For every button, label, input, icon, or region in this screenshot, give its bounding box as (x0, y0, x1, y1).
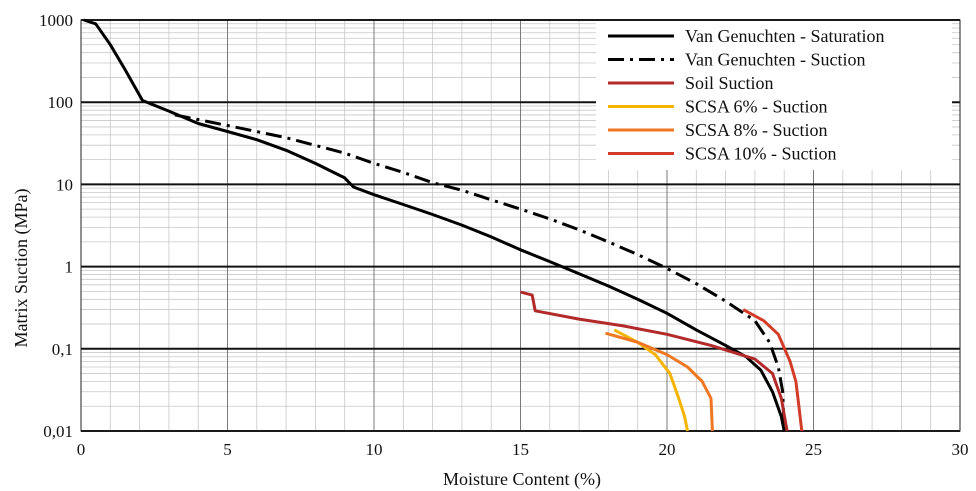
series-line (174, 113, 786, 432)
legend-label: Van Genuchten - Suction (685, 50, 865, 70)
x-tick-label: 15 (512, 440, 529, 459)
y-axis-title: Matrix Suction (MPa) (11, 189, 32, 348)
series-group (83, 18, 804, 432)
x-tick-label: 25 (805, 440, 822, 459)
x-tick-label: 5 (223, 440, 232, 459)
legend: Van Genuchten - Saturation Van Genuchten … (596, 21, 952, 170)
y-tick-label: 10 (56, 175, 73, 194)
y-tick-label: 0,1 (52, 340, 73, 359)
x-tick-label: 10 (366, 440, 383, 459)
x-tick-label: 20 (659, 440, 676, 459)
x-tick-label: 0 (77, 440, 86, 459)
axes: 0 5 10 15 20 25 30 1000 100 10 1 0,1 0,01 (39, 11, 969, 459)
legend-label: SCSA 6% - Suction (685, 97, 828, 117)
y-tick-label: 1 (65, 258, 74, 277)
legend-label: Van Genuchten - Saturation (685, 26, 884, 46)
series-line (520, 290, 789, 432)
legend-box (596, 21, 952, 170)
x-tick-label: 30 (952, 440, 969, 459)
y-tick-label: 0,01 (43, 422, 73, 441)
y-tick-label: 100 (48, 93, 74, 112)
series-line (83, 18, 786, 432)
series-line (742, 308, 804, 432)
legend-label: Soil Suction (685, 73, 774, 93)
legend-label: SCSA 8% - Suction (685, 120, 828, 140)
legend-label: SCSA 10% - Suction (685, 144, 837, 164)
x-axis-title: Moisture Content (%) (443, 469, 601, 490)
series-line (605, 331, 714, 432)
plot-border (80, 19, 961, 432)
y-tick-label: 1000 (39, 11, 73, 30)
